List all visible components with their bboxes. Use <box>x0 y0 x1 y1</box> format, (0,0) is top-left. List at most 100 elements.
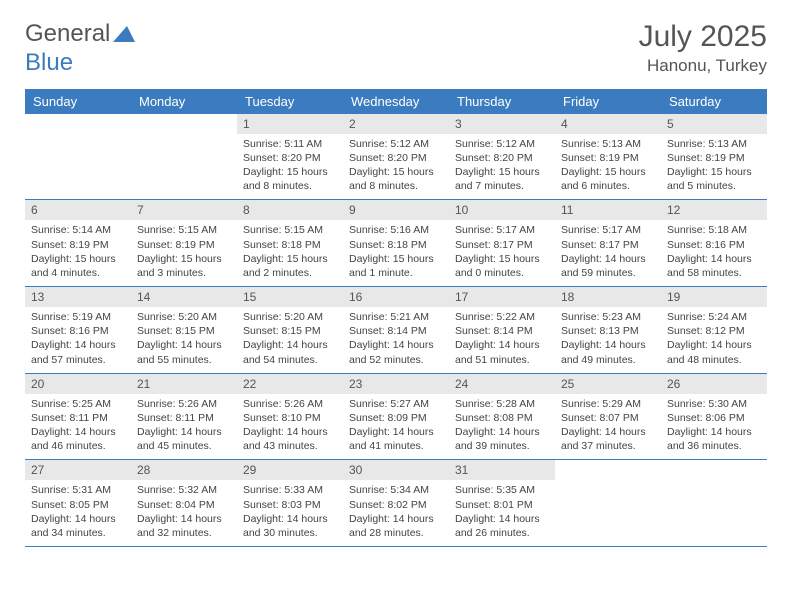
calendar-day-cell: 15Sunrise: 5:20 AMSunset: 8:15 PMDayligh… <box>237 287 343 374</box>
day-details: Sunrise: 5:20 AMSunset: 8:15 PMDaylight:… <box>131 307 237 373</box>
logo-word2: Blue <box>25 49 73 76</box>
day-number: 24 <box>449 374 555 394</box>
weekday-header: Friday <box>555 89 661 114</box>
day-details: Sunrise: 5:15 AMSunset: 8:18 PMDaylight:… <box>237 220 343 286</box>
day-details: Sunrise: 5:32 AMSunset: 8:04 PMDaylight:… <box>131 480 237 546</box>
day-number: 13 <box>25 287 131 307</box>
calendar-day-cell: 25Sunrise: 5:29 AMSunset: 8:07 PMDayligh… <box>555 373 661 460</box>
day-details: Sunrise: 5:17 AMSunset: 8:17 PMDaylight:… <box>555 220 661 286</box>
calendar-day-cell: 10Sunrise: 5:17 AMSunset: 8:17 PMDayligh… <box>449 200 555 287</box>
calendar-day-cell: 20Sunrise: 5:25 AMSunset: 8:11 PMDayligh… <box>25 373 131 460</box>
day-number: 15 <box>237 287 343 307</box>
day-details: Sunrise: 5:12 AMSunset: 8:20 PMDaylight:… <box>449 134 555 200</box>
calendar-day-cell: 19Sunrise: 5:24 AMSunset: 8:12 PMDayligh… <box>661 287 767 374</box>
calendar-body: .... 1Sunrise: 5:11 AMSunset: 8:20 PMDayl… <box>25 114 767 547</box>
day-number: 30 <box>343 460 449 480</box>
day-number: 19 <box>661 287 767 307</box>
calendar-day-cell: 11Sunrise: 5:17 AMSunset: 8:17 PMDayligh… <box>555 200 661 287</box>
day-details: Sunrise: 5:19 AMSunset: 8:16 PMDaylight:… <box>25 307 131 373</box>
day-details: Sunrise: 5:27 AMSunset: 8:09 PMDaylight:… <box>343 394 449 460</box>
day-details: Sunrise: 5:26 AMSunset: 8:11 PMDaylight:… <box>131 394 237 460</box>
calendar-day-cell: .. <box>25 114 131 200</box>
day-number: 8 <box>237 200 343 220</box>
header: General Blue July 2025 Hanonu, Turkey <box>25 20 767 77</box>
logo-sail-icon <box>113 21 135 49</box>
calendar-day-cell: 4Sunrise: 5:13 AMSunset: 8:19 PMDaylight… <box>555 114 661 200</box>
calendar-day-cell: 26Sunrise: 5:30 AMSunset: 8:06 PMDayligh… <box>661 373 767 460</box>
calendar-table: SundayMondayTuesdayWednesdayThursdayFrid… <box>25 89 767 547</box>
day-number: 27 <box>25 460 131 480</box>
day-details: Sunrise: 5:13 AMSunset: 8:19 PMDaylight:… <box>661 134 767 200</box>
calendar-day-cell: 12Sunrise: 5:18 AMSunset: 8:16 PMDayligh… <box>661 200 767 287</box>
calendar-day-cell: 21Sunrise: 5:26 AMSunset: 8:11 PMDayligh… <box>131 373 237 460</box>
day-number: 3 <box>449 114 555 134</box>
day-number: 5 <box>661 114 767 134</box>
day-details: Sunrise: 5:14 AMSunset: 8:19 PMDaylight:… <box>25 220 131 286</box>
day-details: Sunrise: 5:29 AMSunset: 8:07 PMDaylight:… <box>555 394 661 460</box>
weekday-header: Tuesday <box>237 89 343 114</box>
day-number: 28 <box>131 460 237 480</box>
day-number: 1 <box>237 114 343 134</box>
calendar-week-row: ....1Sunrise: 5:11 AMSunset: 8:20 PMDayl… <box>25 114 767 200</box>
day-details: Sunrise: 5:23 AMSunset: 8:13 PMDaylight:… <box>555 307 661 373</box>
day-number: 7 <box>131 200 237 220</box>
day-details: Sunrise: 5:21 AMSunset: 8:14 PMDaylight:… <box>343 307 449 373</box>
location: Hanonu, Turkey <box>639 56 767 76</box>
day-number: 23 <box>343 374 449 394</box>
weekday-header: Monday <box>131 89 237 114</box>
day-details: Sunrise: 5:26 AMSunset: 8:10 PMDaylight:… <box>237 394 343 460</box>
calendar-week-row: 27Sunrise: 5:31 AMSunset: 8:05 PMDayligh… <box>25 460 767 547</box>
day-details: Sunrise: 5:24 AMSunset: 8:12 PMDaylight:… <box>661 307 767 373</box>
calendar-day-cell: 29Sunrise: 5:33 AMSunset: 8:03 PMDayligh… <box>237 460 343 547</box>
day-number: 20 <box>25 374 131 394</box>
calendar-week-row: 20Sunrise: 5:25 AMSunset: 8:11 PMDayligh… <box>25 373 767 460</box>
day-details: Sunrise: 5:34 AMSunset: 8:02 PMDaylight:… <box>343 480 449 546</box>
day-details: Sunrise: 5:35 AMSunset: 8:01 PMDaylight:… <box>449 480 555 546</box>
day-number: 11 <box>555 200 661 220</box>
calendar-day-cell: .. <box>661 460 767 547</box>
calendar-day-cell: 22Sunrise: 5:26 AMSunset: 8:10 PMDayligh… <box>237 373 343 460</box>
calendar-day-cell: 28Sunrise: 5:32 AMSunset: 8:04 PMDayligh… <box>131 460 237 547</box>
title-block: July 2025 Hanonu, Turkey <box>639 20 767 76</box>
calendar-day-cell: 7Sunrise: 5:15 AMSunset: 8:19 PMDaylight… <box>131 200 237 287</box>
day-details: Sunrise: 5:17 AMSunset: 8:17 PMDaylight:… <box>449 220 555 286</box>
day-number: 9 <box>343 200 449 220</box>
day-details: Sunrise: 5:16 AMSunset: 8:18 PMDaylight:… <box>343 220 449 286</box>
calendar-week-row: 13Sunrise: 5:19 AMSunset: 8:16 PMDayligh… <box>25 287 767 374</box>
calendar-day-cell: 31Sunrise: 5:35 AMSunset: 8:01 PMDayligh… <box>449 460 555 547</box>
calendar-day-cell: 18Sunrise: 5:23 AMSunset: 8:13 PMDayligh… <box>555 287 661 374</box>
calendar-day-cell: 3Sunrise: 5:12 AMSunset: 8:20 PMDaylight… <box>449 114 555 200</box>
day-details: Sunrise: 5:11 AMSunset: 8:20 PMDaylight:… <box>237 134 343 200</box>
day-details: Sunrise: 5:25 AMSunset: 8:11 PMDaylight:… <box>25 394 131 460</box>
day-number: 16 <box>343 287 449 307</box>
weekday-header: Sunday <box>25 89 131 114</box>
calendar-day-cell: 27Sunrise: 5:31 AMSunset: 8:05 PMDayligh… <box>25 460 131 547</box>
day-number: 22 <box>237 374 343 394</box>
day-details: Sunrise: 5:31 AMSunset: 8:05 PMDaylight:… <box>25 480 131 546</box>
logo: General Blue <box>25 20 135 77</box>
day-number: 2 <box>343 114 449 134</box>
day-number: 14 <box>131 287 237 307</box>
day-details: Sunrise: 5:30 AMSunset: 8:06 PMDaylight:… <box>661 394 767 460</box>
calendar-day-cell: 13Sunrise: 5:19 AMSunset: 8:16 PMDayligh… <box>25 287 131 374</box>
day-details: Sunrise: 5:15 AMSunset: 8:19 PMDaylight:… <box>131 220 237 286</box>
calendar-day-cell: .. <box>555 460 661 547</box>
calendar-day-cell: 24Sunrise: 5:28 AMSunset: 8:08 PMDayligh… <box>449 373 555 460</box>
calendar-header: SundayMondayTuesdayWednesdayThursdayFrid… <box>25 89 767 114</box>
calendar-day-cell: 14Sunrise: 5:20 AMSunset: 8:15 PMDayligh… <box>131 287 237 374</box>
day-number: 25 <box>555 374 661 394</box>
day-number: 31 <box>449 460 555 480</box>
weekday-header: Saturday <box>661 89 767 114</box>
day-number: 17 <box>449 287 555 307</box>
weekday-header: Thursday <box>449 89 555 114</box>
calendar-day-cell: 2Sunrise: 5:12 AMSunset: 8:20 PMDaylight… <box>343 114 449 200</box>
calendar-week-row: 6Sunrise: 5:14 AMSunset: 8:19 PMDaylight… <box>25 200 767 287</box>
calendar-day-cell: 9Sunrise: 5:16 AMSunset: 8:18 PMDaylight… <box>343 200 449 287</box>
calendar-day-cell: 17Sunrise: 5:22 AMSunset: 8:14 PMDayligh… <box>449 287 555 374</box>
day-details: Sunrise: 5:18 AMSunset: 8:16 PMDaylight:… <box>661 220 767 286</box>
day-details: Sunrise: 5:22 AMSunset: 8:14 PMDaylight:… <box>449 307 555 373</box>
day-details: Sunrise: 5:20 AMSunset: 8:15 PMDaylight:… <box>237 307 343 373</box>
day-number: 4 <box>555 114 661 134</box>
calendar-day-cell: 6Sunrise: 5:14 AMSunset: 8:19 PMDaylight… <box>25 200 131 287</box>
day-details: Sunrise: 5:33 AMSunset: 8:03 PMDaylight:… <box>237 480 343 546</box>
